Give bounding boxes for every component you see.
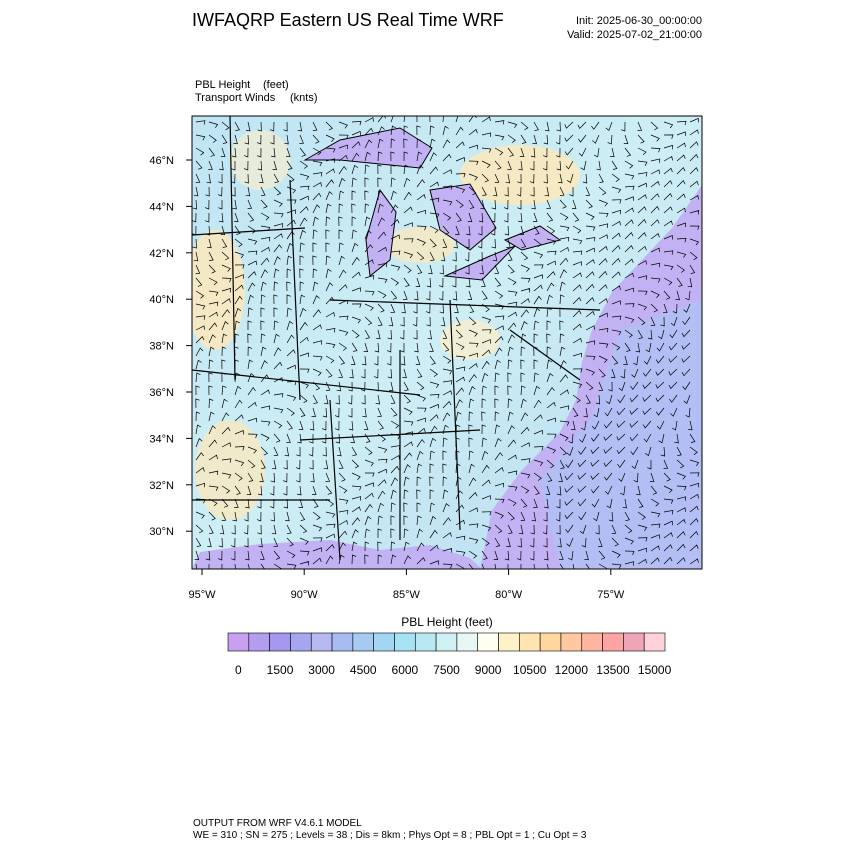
colorbar-box	[248, 632, 270, 652]
colorbar: 0 1500 3000 4500 6000 7500 9000 10500 12000 13500…	[227, 632, 672, 677]
colorbar-box	[331, 632, 354, 652]
shading	[230, 130, 290, 190]
ocean-shading	[540, 300, 702, 569]
colorbar-box	[269, 632, 291, 652]
field-name: PBL Height	[195, 79, 250, 91]
colorbar-box	[310, 632, 333, 652]
colorbar-label: 9000	[475, 663, 502, 677]
lon-label: 95°W	[188, 589, 216, 601]
lon-label: 85°W	[393, 589, 421, 601]
colorbar-box	[373, 632, 395, 652]
footer-settings: WE = 310 ; SN = 275 ; Levels = 38 ; Dis …	[193, 830, 587, 841]
lat-label: 46°N	[149, 155, 174, 167]
colorbar-box	[477, 632, 499, 652]
lake	[303, 127, 433, 169]
init-time: Init: 2025-06-30_00:00:00	[576, 15, 702, 27]
map-frame	[191, 115, 703, 570]
colorbar-box	[227, 632, 250, 652]
shading	[192, 230, 245, 350]
footer-model: OUTPUT FROM WRF V4.6.1 MODEL	[193, 818, 362, 829]
lat-label: 32°N	[149, 480, 174, 492]
colorbar-box	[560, 632, 583, 652]
colorbar-label: 15000	[638, 663, 672, 677]
colorbar-label: 12000	[555, 663, 589, 677]
gulf	[192, 540, 482, 569]
wind-barbs	[192, 116, 700, 569]
colorbar-label: 7500	[433, 663, 460, 677]
boundaries	[192, 116, 601, 561]
shading	[460, 145, 580, 205]
colorbar-label: 0	[235, 663, 242, 677]
valid-time: Valid: 2025-07-02_21:00:00	[567, 29, 702, 41]
colorbar-label: 1500	[267, 663, 294, 677]
shading	[440, 320, 500, 360]
colorbar-title: PBL Height (feet)	[401, 615, 493, 629]
lat-label: 34°N	[149, 433, 174, 445]
lat-label: 38°N	[149, 341, 174, 353]
lat-label: 42°N	[149, 248, 174, 260]
lon-label: 75°W	[597, 589, 625, 601]
colorbar-label: 13500	[596, 663, 630, 677]
colorbar-label: 6000	[392, 663, 419, 677]
colorbar-box	[394, 632, 416, 652]
colorbar-box	[352, 632, 374, 652]
map-ticks: 46°N 44°N 42°N 40°N 38°N 36°N 34°N 32°N 30°N 95°W…	[149, 155, 624, 601]
colorbar-box	[498, 632, 520, 652]
lon-label: 90°W	[291, 589, 319, 601]
shading	[195, 420, 265, 520]
shading	[385, 227, 455, 263]
colorbar-box	[435, 632, 458, 652]
colorbar-label: 3000	[308, 663, 335, 677]
colorbar-box	[290, 632, 312, 652]
colorbar-label: 10500	[513, 663, 547, 677]
lon-label: 80°W	[495, 589, 523, 601]
colorbar-box	[414, 632, 437, 652]
field-name: Transport Winds	[195, 92, 276, 104]
colorbar-label: 4500	[350, 663, 377, 677]
lake	[503, 225, 562, 251]
lat-label: 30°N	[149, 526, 174, 538]
colorbar-box	[623, 632, 645, 652]
lat-label: 40°N	[149, 294, 174, 306]
field-unit: (knts)	[290, 92, 318, 104]
title: IWFAQRP Eastern US Real Time WRF	[192, 10, 504, 30]
field-unit: (feet)	[263, 79, 289, 91]
lat-label: 36°N	[149, 387, 174, 399]
colorbar-box	[602, 632, 624, 652]
colorbar-box	[519, 632, 541, 652]
colorbar-box	[456, 632, 479, 652]
colorbar-box	[581, 632, 603, 652]
colorbar-box	[539, 632, 562, 652]
map-area	[192, 116, 702, 569]
colorbar-box	[643, 632, 666, 652]
lat-label: 44°N	[149, 201, 174, 213]
